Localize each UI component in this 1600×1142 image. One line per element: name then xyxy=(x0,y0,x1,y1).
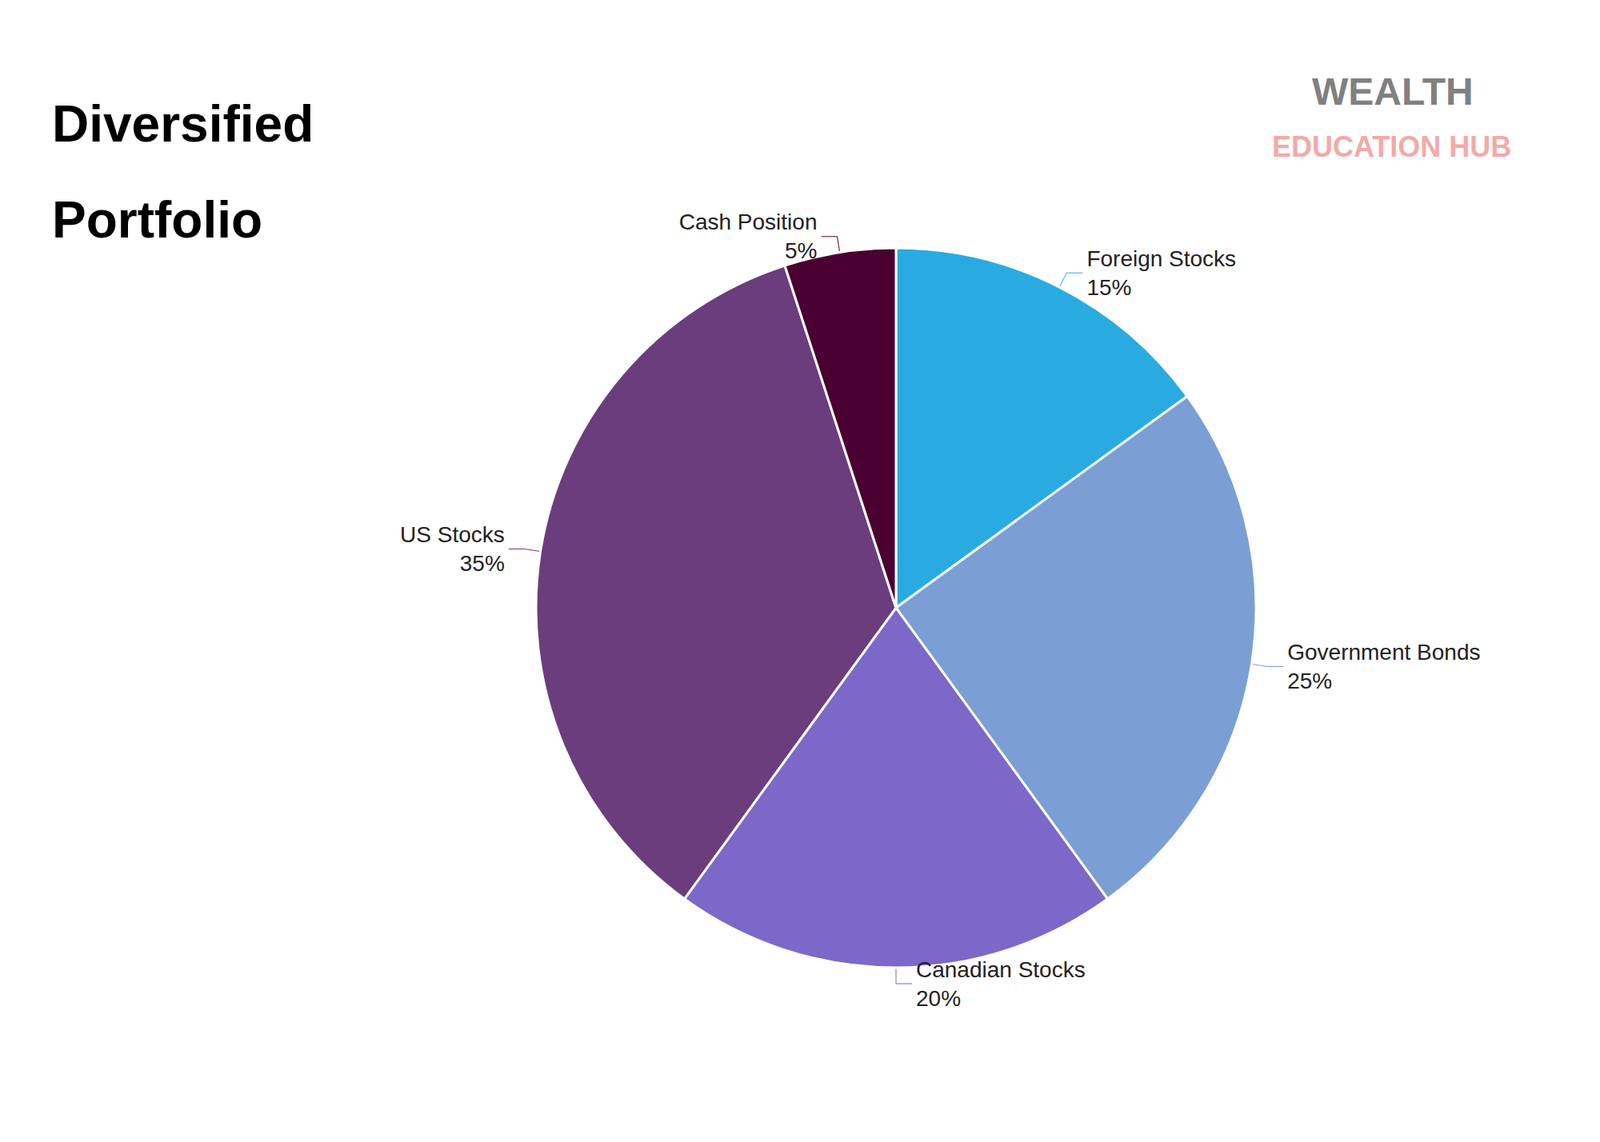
svg-text:Diversified: Diversified xyxy=(52,95,314,153)
svg-text:25%: 25% xyxy=(1287,668,1332,694)
svg-text:5%: 5% xyxy=(784,238,817,264)
svg-text:Government Bonds: Government Bonds xyxy=(1287,640,1480,665)
svg-text:15%: 15% xyxy=(1086,275,1132,300)
svg-text:US Stocks: US Stocks xyxy=(400,522,505,548)
svg-text:Foreign Stocks: Foreign Stocks xyxy=(1086,246,1236,272)
svg-text:20%: 20% xyxy=(916,986,961,1012)
svg-text:35%: 35% xyxy=(460,551,505,576)
svg-text:Portfolio: Portfolio xyxy=(52,191,263,249)
svg-text:Canadian Stocks: Canadian Stocks xyxy=(916,957,1086,983)
svg-text:WEALTH: WEALTH xyxy=(1312,70,1474,113)
svg-text:EDUCATION HUB: EDUCATION HUB xyxy=(1272,130,1512,164)
svg-text:Cash Position: Cash Position xyxy=(679,209,818,235)
